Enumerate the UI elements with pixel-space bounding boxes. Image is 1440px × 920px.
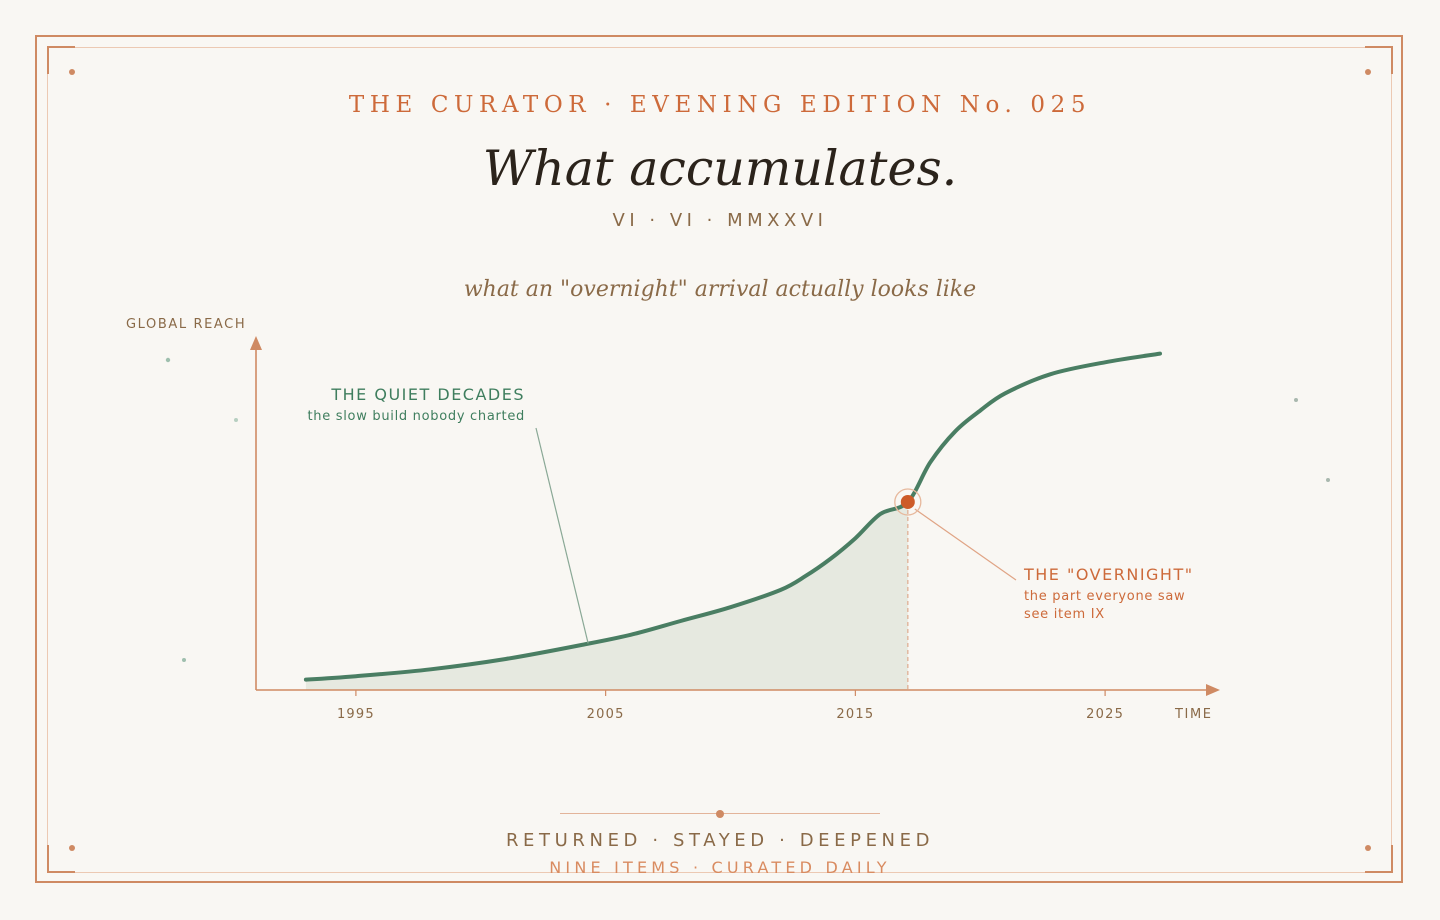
annotation-leader-quiet [535,427,589,644]
annotation-quiet-title: THE QUIET DECADES [330,385,525,404]
y-axis-label: GLOBAL REACH [126,317,246,332]
footer-dot-icon [716,810,724,818]
area-fill [305,502,908,690]
annotation-quiet-text: the slow build nobody charted [308,409,526,424]
masthead: THE CURATOR · EVENING EDITION No. 025 [348,92,1092,118]
highlight-point [900,494,915,509]
footer-note: NINE ITEMS · CURATED DAILY [549,858,891,877]
series-line [303,351,1162,682]
y-axis-arrow-icon [250,336,262,350]
decorative-dot-icon [182,658,186,662]
x-tick-label: 2015 [836,707,874,722]
corner-ornament-top-left [47,46,75,74]
x-tick-label: 2005 [587,707,625,722]
corner-ornament-bottom-right [1365,845,1393,873]
decorative-dot-icon [234,418,238,422]
annotation-leader-overnight [914,508,1017,581]
decorative-dot-icon [1326,478,1330,482]
corner-dot-icon [69,845,75,851]
corner-dot-icon [69,69,75,75]
dateline: VI · VI · MMXXVI [612,210,828,231]
annotation-overnight-reference: see item IX [1024,607,1105,622]
outer-frame [35,35,1403,883]
annotation-overnight-title: THE "OVERNIGHT" [1023,565,1194,584]
x-axis-label: TIME [1174,707,1213,722]
x-tick-label: 1995 [337,707,375,722]
x-tick-label: 2025 [1086,707,1124,722]
corner-dot-icon [1365,845,1371,851]
headline: What accumulates. [482,140,958,197]
decorative-dot-icon [165,357,171,363]
annotation-overnight-text: the part everyone saw [1024,589,1185,604]
corner-ornament-bottom-left [47,845,75,873]
decorative-dot-icon [1294,398,1298,402]
highlight-ring [894,488,922,516]
footer-tagline: RETURNED · STAYED · DEEPENED [505,830,935,851]
inner-frame [47,47,1392,873]
corner-ornament-top-right [1365,46,1393,74]
chart-title: what an "overnight" arrival actually loo… [463,277,977,302]
corner-dot-icon [1365,69,1371,75]
x-axis-arrow-icon [1206,684,1220,696]
